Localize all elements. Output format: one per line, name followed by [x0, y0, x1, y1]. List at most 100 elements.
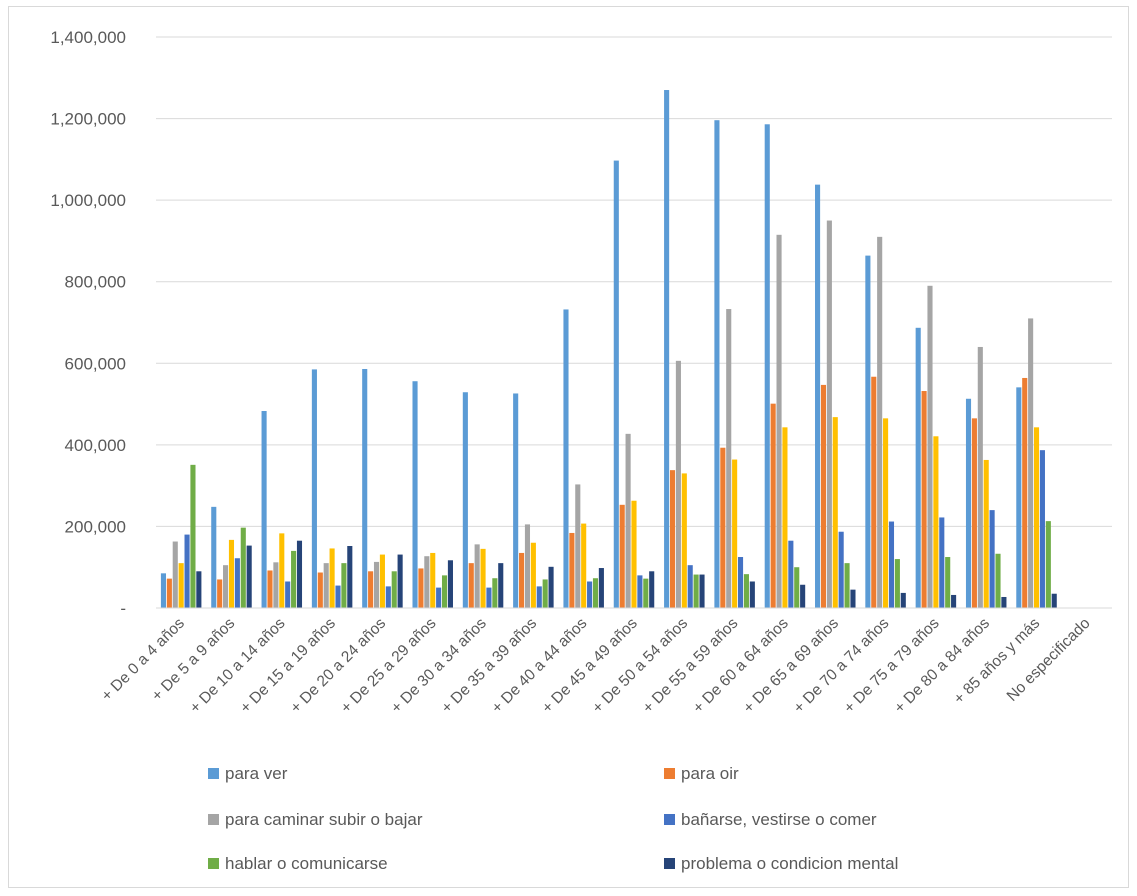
bar-problema-o-condicion-mental	[850, 589, 856, 608]
bar-problema-o-condicion-mental	[1051, 593, 1057, 608]
bar-para-escuchar	[681, 473, 687, 608]
x-tick-label: + 85 años y más	[951, 615, 1044, 708]
bar-para-caminar-subir-o-bajar	[1028, 318, 1034, 608]
bar-ba-arse-vestirse-o-comer	[1039, 450, 1045, 608]
bar-hablar-o-comunicarse	[592, 578, 599, 608]
bar-hablar-o-comunicarse	[391, 571, 397, 608]
bar-para-ver	[362, 368, 368, 608]
bar-problema-o-condicion-mental	[447, 560, 453, 608]
bar-ba-arse-vestirse-o-comer	[637, 575, 643, 608]
bar-ba-arse-vestirse-o-comer	[385, 586, 391, 608]
bar-hablar-o-comunicarse	[341, 563, 347, 608]
bar-problema-o-condicion-mental	[900, 592, 906, 608]
bar-para-caminar-subir-o-bajar	[524, 524, 531, 608]
legend-label: bañarse, vestirse o comer	[681, 810, 877, 829]
bar-para-escuchar	[530, 542, 536, 608]
x-tick-label: + De 55 a 59 años	[640, 615, 742, 717]
bar-ba-arse-vestirse-o-comer	[989, 510, 995, 608]
bar-para-escuchar	[933, 436, 939, 608]
bar-para-oir	[971, 418, 977, 608]
bar-ba-arse-vestirse-o-comer	[486, 587, 492, 608]
x-tick-label: + De 75 a 79 años	[841, 615, 943, 717]
bar-para-ver	[764, 124, 770, 608]
legend-swatch	[664, 814, 675, 825]
bar-hablar-o-comunicarse	[844, 563, 850, 608]
x-tick-label: + De 10 a 14 años	[187, 615, 289, 717]
bar-ba-arse-vestirse-o-comer	[184, 534, 190, 608]
bar-hablar-o-comunicarse	[693, 574, 699, 608]
y-tick-label: -	[120, 599, 126, 618]
bar-hablar-o-comunicarse	[894, 559, 900, 608]
bar-para-caminar-subir-o-bajar	[927, 285, 933, 608]
bar-para-oir	[267, 570, 273, 608]
bar-para-oir	[669, 470, 676, 608]
y-tick-label: 200,000	[65, 517, 126, 536]
bar-ba-arse-vestirse-o-comer	[838, 531, 844, 608]
bar-para-oir	[519, 552, 525, 608]
bar-para-escuchar	[581, 523, 587, 608]
bar-ba-arse-vestirse-o-comer	[788, 540, 794, 608]
y-tick-label: 400,000	[65, 436, 126, 455]
bar-para-ver	[211, 506, 217, 608]
bar-problema-o-condicion-mental	[296, 540, 303, 608]
bar-para-escuchar	[1033, 427, 1040, 608]
legend-label: hablar o comunicarse	[225, 854, 388, 873]
bar-ba-arse-vestirse-o-comer	[888, 521, 895, 608]
x-tick-label: + De 60 a 64 años	[690, 615, 792, 717]
bar-problema-o-condicion-mental	[397, 554, 403, 608]
bar-hablar-o-comunicarse	[492, 578, 498, 608]
bar-para-oir	[921, 391, 927, 608]
x-tick-label: + De 20 a 24 años	[287, 615, 389, 717]
bar-para-caminar-subir-o-bajar	[223, 565, 229, 608]
bar-para-escuchar	[832, 417, 838, 608]
bar-para-ver	[311, 369, 317, 608]
bar-problema-o-condicion-mental	[649, 571, 655, 608]
bar-para-ver	[513, 393, 519, 608]
bar-ba-arse-vestirse-o-comer	[436, 587, 442, 608]
bar-para-escuchar	[379, 554, 385, 608]
bar-para-oir	[368, 571, 374, 608]
bar-para-escuchar	[329, 548, 335, 608]
x-tick-label: + De 50 a 54 años	[589, 615, 691, 717]
x-tick-label: + De 15 a 19 años	[237, 615, 339, 717]
bar-para-ver	[1016, 387, 1022, 608]
bar-problema-o-condicion-mental	[749, 581, 755, 608]
bar-hablar-o-comunicarse	[291, 550, 297, 608]
y-tick-label: 600,000	[65, 354, 126, 373]
bar-para-oir	[217, 579, 223, 608]
bar-para-caminar-subir-o-bajar	[273, 562, 279, 608]
bar-hablar-o-comunicarse	[240, 527, 246, 608]
bar-ba-arse-vestirse-o-comer	[234, 558, 240, 608]
y-tick-label: 1,400,000	[50, 28, 126, 47]
x-tick-label: + De 40 a 44 años	[489, 615, 591, 717]
y-tick-label: 1,000,000	[50, 191, 126, 210]
bar-para-oir	[770, 403, 776, 608]
y-tick-labels: - 200,000 400,000 600,000 800,000 1,000,000 1,…	[50, 28, 126, 618]
bar-hablar-o-comunicarse	[1045, 521, 1051, 608]
bar-para-ver	[865, 255, 871, 608]
bar-para-ver	[160, 573, 167, 608]
bar-ba-arse-vestirse-o-comer	[335, 585, 341, 608]
bar-para-oir	[317, 572, 323, 608]
bar-para-caminar-subir-o-bajar	[373, 561, 380, 608]
bar-para-oir	[569, 532, 575, 608]
bar-para-caminar-subir-o-bajar	[726, 309, 732, 608]
bar-ba-arse-vestirse-o-comer	[285, 581, 291, 608]
bar-para-oir	[418, 568, 424, 608]
bar-para-caminar-subir-o-bajar	[625, 433, 631, 608]
legend-swatch	[664, 768, 675, 779]
bar-para-caminar-subir-o-bajar	[575, 484, 581, 608]
x-tick-label: + De 35 a 39 años	[438, 615, 540, 717]
x-tick-label: + De 30 a 34 años	[388, 615, 490, 717]
legend-label: problema o condicion mental	[681, 854, 898, 873]
bar-ba-arse-vestirse-o-comer	[536, 586, 542, 608]
bar-para-escuchar	[480, 548, 486, 608]
bar-hablar-o-comunicarse	[945, 557, 951, 608]
bar-problema-o-condicion-mental	[347, 546, 353, 608]
bar-problema-o-condicion-mental	[1001, 596, 1007, 608]
bar-para-oir	[720, 447, 726, 608]
bar-para-caminar-subir-o-bajar	[977, 346, 983, 608]
bar-para-oir	[166, 578, 172, 608]
legend: para ver para oir para caminar subir o baj…	[208, 764, 898, 873]
